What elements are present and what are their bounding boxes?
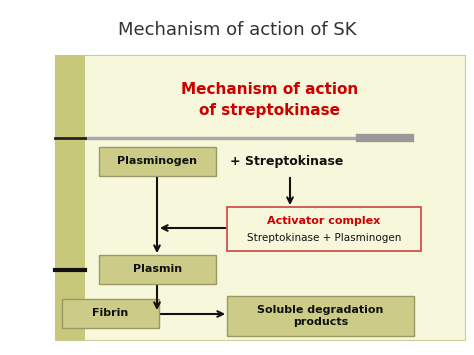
FancyBboxPatch shape (99, 147, 216, 176)
FancyBboxPatch shape (55, 55, 465, 340)
FancyBboxPatch shape (62, 299, 159, 328)
Text: Fibrin: Fibrin (92, 308, 128, 318)
FancyBboxPatch shape (227, 207, 421, 251)
FancyBboxPatch shape (55, 55, 85, 340)
Text: Activator complex: Activator complex (267, 216, 381, 226)
Text: Soluble degradation
products: Soluble degradation products (257, 305, 383, 327)
Text: + Streptokinase: + Streptokinase (230, 155, 343, 168)
FancyBboxPatch shape (227, 296, 414, 336)
Text: Plasminogen: Plasminogen (118, 157, 198, 166)
Text: Mechanism of action
of streptokinase: Mechanism of action of streptokinase (182, 82, 359, 118)
Text: Mechanism of action of SK: Mechanism of action of SK (118, 21, 356, 39)
Text: Streptokinase + Plasminogen: Streptokinase + Plasminogen (247, 233, 401, 243)
Text: Plasmin: Plasmin (133, 264, 182, 274)
FancyBboxPatch shape (99, 255, 216, 284)
